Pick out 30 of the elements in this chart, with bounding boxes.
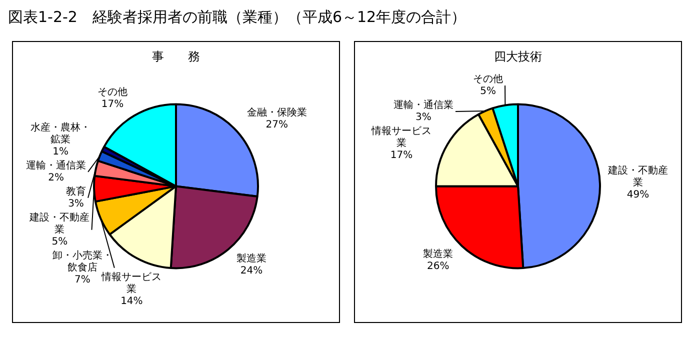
data-label: 3% — [416, 112, 432, 124]
slice-label: 情報サービス業 — [370, 125, 432, 150]
data-label: 26% — [426, 261, 450, 272]
slice-label: 運輸・通信業 — [26, 159, 86, 172]
slice-label: 情報サービス業 — [100, 270, 162, 295]
data-label: 7% — [74, 274, 90, 286]
slice-label: 製造業 — [423, 248, 454, 260]
data-label: 3% — [68, 198, 84, 210]
slice-label: その他 — [97, 86, 128, 98]
slice-label: 製造業 — [236, 252, 267, 264]
slice-label: 運輸・通信業 — [393, 99, 454, 112]
data-label: 17% — [390, 150, 413, 162]
slice-label: その他 — [473, 73, 504, 86]
data-label: 49% — [626, 190, 650, 201]
data-label: 24% — [240, 265, 263, 276]
data-label: 5% — [52, 236, 68, 248]
data-label: 14% — [120, 296, 143, 307]
data-label: 1% — [52, 146, 69, 158]
slice-label: 金融・保険業 — [246, 106, 307, 118]
slice-label: 建設・不動産業 — [607, 164, 668, 189]
slice-label: 水産・農林・鉱業 — [30, 121, 91, 146]
chart-title: 四大技術 — [494, 49, 542, 64]
chart-title: 事 務 — [152, 49, 200, 64]
text: 図表1-2-2 経験者採用者の前職（業種）（平成6～12年度の合計） — [8, 8, 468, 27]
data-label: 17% — [101, 99, 124, 110]
data-label: 2% — [48, 172, 64, 184]
data-label: 27% — [266, 119, 288, 130]
slice-label: 建設・不動産業 — [28, 211, 90, 236]
data-label: 5% — [480, 86, 496, 98]
slice-label: 教育 — [66, 185, 86, 198]
